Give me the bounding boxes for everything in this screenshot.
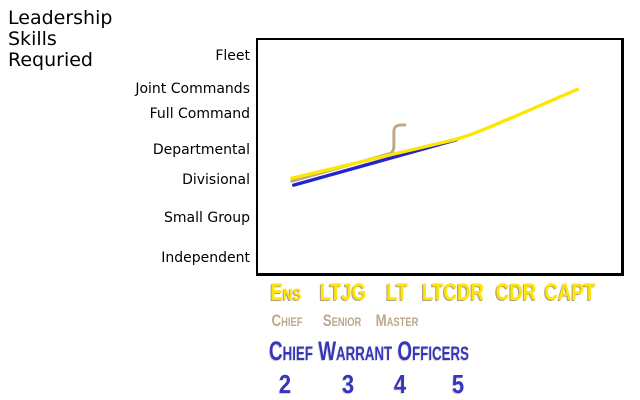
cwo-grade-4: 4 [393, 369, 407, 399]
chart-title-line-2: Skills [8, 28, 57, 50]
x-axis-label-master: Master [375, 311, 419, 330]
x-axis-label-ltcdr: LTCDR [421, 279, 485, 306]
chiefs-progression-line [290, 123, 407, 183]
x-axis-label-ens: Ens [270, 279, 302, 306]
y-axis-label-joint-commands: Joint Commands [135, 81, 250, 97]
y-axis-label-small-group: Small Group [164, 210, 250, 226]
y-axis-label-divisional: Divisional [182, 172, 250, 188]
cwo-grade-2: 2 [278, 369, 292, 399]
y-axis-label-independent: Independent [161, 250, 250, 266]
cwo-grade-3: 3 [341, 369, 355, 399]
y-axis-label-departmental: Departmental [152, 142, 250, 158]
x-axis-label-senior: Senior [322, 311, 362, 330]
chart-title: Leadership Skills Requried [8, 8, 112, 71]
cwo-grade-5: 5 [451, 369, 465, 399]
cwo-heading: Chief Warrant Officers [269, 336, 470, 366]
plot-area [256, 38, 624, 276]
x-axis-label-chief: Chief [271, 311, 303, 330]
officers-progression-line [290, 87, 580, 180]
x-axis-label-capt: CAPT [544, 279, 596, 306]
x-axis-label-cdr: CDR [495, 279, 537, 306]
chart-title-line-1: Leadership [8, 7, 113, 29]
chart-lines [290, 87, 580, 187]
chart-title-line-3: Requried [8, 49, 93, 71]
y-axis-label-full-command: Full Command [149, 106, 250, 122]
x-axis-label-lt: LT [386, 279, 408, 306]
x-axis-label-ltjg: LTJG [319, 279, 367, 306]
y-axis-label-fleet: Fleet [215, 48, 250, 64]
